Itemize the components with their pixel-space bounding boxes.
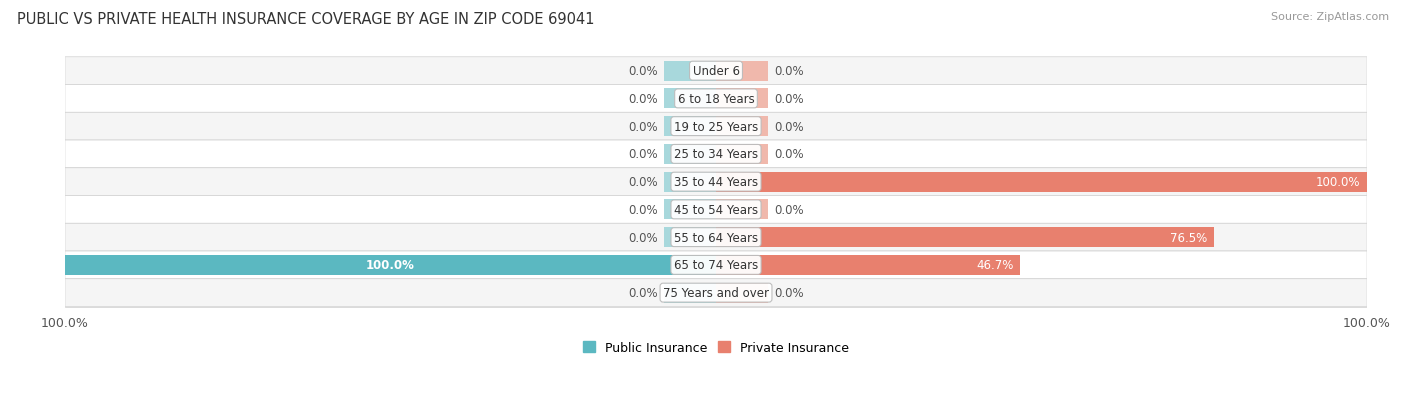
Text: 0.0%: 0.0% [628, 203, 658, 216]
Text: 100.0%: 100.0% [1316, 176, 1361, 189]
Bar [716, 172, 1367, 192]
FancyBboxPatch shape [65, 85, 1367, 113]
Text: 0.0%: 0.0% [628, 287, 658, 299]
Text: 76.5%: 76.5% [1170, 231, 1208, 244]
Text: 0.0%: 0.0% [628, 176, 658, 189]
Text: 0.0%: 0.0% [775, 148, 804, 161]
Text: 0.0%: 0.0% [775, 287, 804, 299]
FancyBboxPatch shape [65, 252, 1367, 279]
Text: 0.0%: 0.0% [775, 65, 804, 78]
Bar [716, 117, 768, 137]
Bar [664, 145, 716, 164]
Text: 25 to 34 Years: 25 to 34 Years [673, 148, 758, 161]
Bar [664, 200, 716, 220]
Text: 0.0%: 0.0% [628, 120, 658, 133]
Bar [716, 89, 768, 109]
Text: 35 to 44 Years: 35 to 44 Years [673, 176, 758, 189]
Bar [716, 228, 1213, 247]
Bar [664, 228, 716, 247]
Text: 45 to 54 Years: 45 to 54 Years [673, 203, 758, 216]
Text: 0.0%: 0.0% [775, 203, 804, 216]
Text: 0.0%: 0.0% [775, 120, 804, 133]
Text: PUBLIC VS PRIVATE HEALTH INSURANCE COVERAGE BY AGE IN ZIP CODE 69041: PUBLIC VS PRIVATE HEALTH INSURANCE COVER… [17, 12, 595, 27]
Text: Source: ZipAtlas.com: Source: ZipAtlas.com [1271, 12, 1389, 22]
Text: 0.0%: 0.0% [628, 93, 658, 106]
FancyBboxPatch shape [65, 113, 1367, 141]
Text: 0.0%: 0.0% [628, 65, 658, 78]
Text: 65 to 74 Years: 65 to 74 Years [673, 259, 758, 272]
FancyBboxPatch shape [65, 224, 1367, 252]
Bar [664, 283, 716, 303]
Text: 55 to 64 Years: 55 to 64 Years [673, 231, 758, 244]
Bar [664, 172, 716, 192]
FancyBboxPatch shape [65, 169, 1367, 196]
Text: 19 to 25 Years: 19 to 25 Years [673, 120, 758, 133]
Bar [716, 145, 768, 164]
Text: 75 Years and over: 75 Years and over [664, 287, 769, 299]
FancyBboxPatch shape [65, 196, 1367, 224]
Bar [664, 117, 716, 137]
Text: 6 to 18 Years: 6 to 18 Years [678, 93, 755, 106]
Text: 0.0%: 0.0% [628, 148, 658, 161]
Bar [664, 62, 716, 81]
FancyBboxPatch shape [65, 141, 1367, 169]
Bar [716, 62, 768, 81]
Bar [716, 283, 768, 303]
Bar [664, 89, 716, 109]
Text: Under 6: Under 6 [693, 65, 740, 78]
FancyBboxPatch shape [65, 58, 1367, 85]
Legend: Public Insurance, Private Insurance: Public Insurance, Private Insurance [578, 336, 855, 359]
Text: 0.0%: 0.0% [628, 231, 658, 244]
Text: 100.0%: 100.0% [366, 259, 415, 272]
Text: 46.7%: 46.7% [976, 259, 1014, 272]
Bar [716, 200, 768, 220]
Bar [65, 255, 716, 275]
Bar [716, 255, 1019, 275]
Text: 100.0%: 100.0% [14, 259, 59, 272]
Text: 0.0%: 0.0% [775, 93, 804, 106]
FancyBboxPatch shape [65, 279, 1367, 307]
